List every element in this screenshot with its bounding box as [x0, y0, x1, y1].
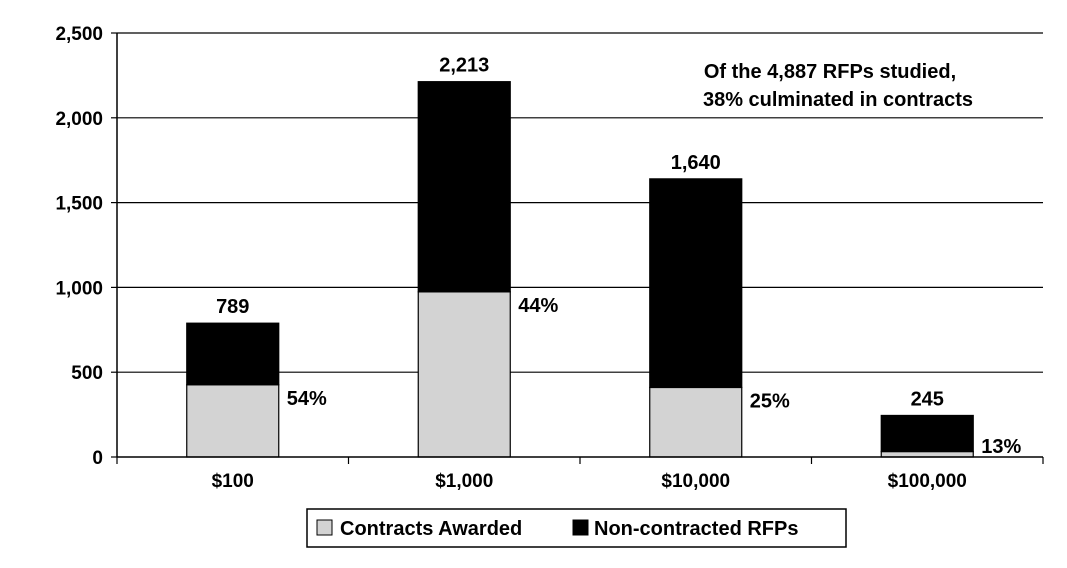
legend-swatch-contracts-awarded [316, 519, 333, 536]
legend-label-non-contracted: Non-contracted RFPs [594, 518, 798, 540]
x-tick-label: $100,000 [888, 471, 967, 492]
legend-swatch-non-contracted [572, 519, 589, 536]
total-label: 1,640 [671, 152, 721, 174]
legend-label-contracts-awarded: Contracts Awarded [340, 518, 522, 540]
data-labels: 789 54% 2,213 44% 1,640 25% 245 13% [216, 55, 1021, 458]
percent-label: 54% [287, 388, 327, 410]
axes: 0 500 1,000 1,500 2,000 2,500 $100 $1,000 $10,00… [55, 24, 1044, 492]
y-tick-label: 1,000 [55, 278, 103, 299]
annotation-line-2: 38% culminated in contracts [703, 89, 973, 111]
percent-label: 13% [981, 436, 1021, 458]
x-tick-label: $1,000 [435, 471, 493, 492]
y-tick-label: 500 [71, 363, 103, 384]
y-tick-label: 1,500 [55, 194, 103, 215]
total-label: 2,213 [439, 55, 489, 77]
percent-label: 25% [750, 390, 790, 412]
bar-segment-non-contracted [186, 322, 280, 386]
bar-segment-non-contracted [417, 81, 511, 293]
grid-lines [117, 32, 1043, 373]
bar-segment-contracts-awarded [880, 450, 974, 458]
y-tick-label: 2,000 [55, 109, 103, 130]
bars [186, 81, 974, 458]
bar-segment-contracts-awarded [649, 386, 743, 458]
bar-segment-contracts-awarded [417, 291, 511, 458]
annotation-line-1: Of the 4,887 RFPs studied, [704, 61, 956, 83]
bar-segment-contracts-awarded [186, 384, 280, 458]
y-tick-label: 2,500 [55, 24, 103, 45]
x-tick-label: $10,000 [661, 471, 730, 492]
total-label: 245 [911, 388, 944, 410]
annotation: Of the 4,887 RFPs studied, 38% culminate… [703, 61, 973, 111]
bar-segment-non-contracted [880, 414, 974, 453]
bar-segment-non-contracted [649, 178, 743, 389]
legend: Contracts Awarded Non-contracted RFPs [306, 508, 847, 548]
percent-label: 44% [518, 295, 558, 317]
x-tick-label: $100 [212, 471, 254, 492]
total-label: 789 [216, 296, 249, 318]
y-tick-label: 0 [92, 448, 103, 469]
